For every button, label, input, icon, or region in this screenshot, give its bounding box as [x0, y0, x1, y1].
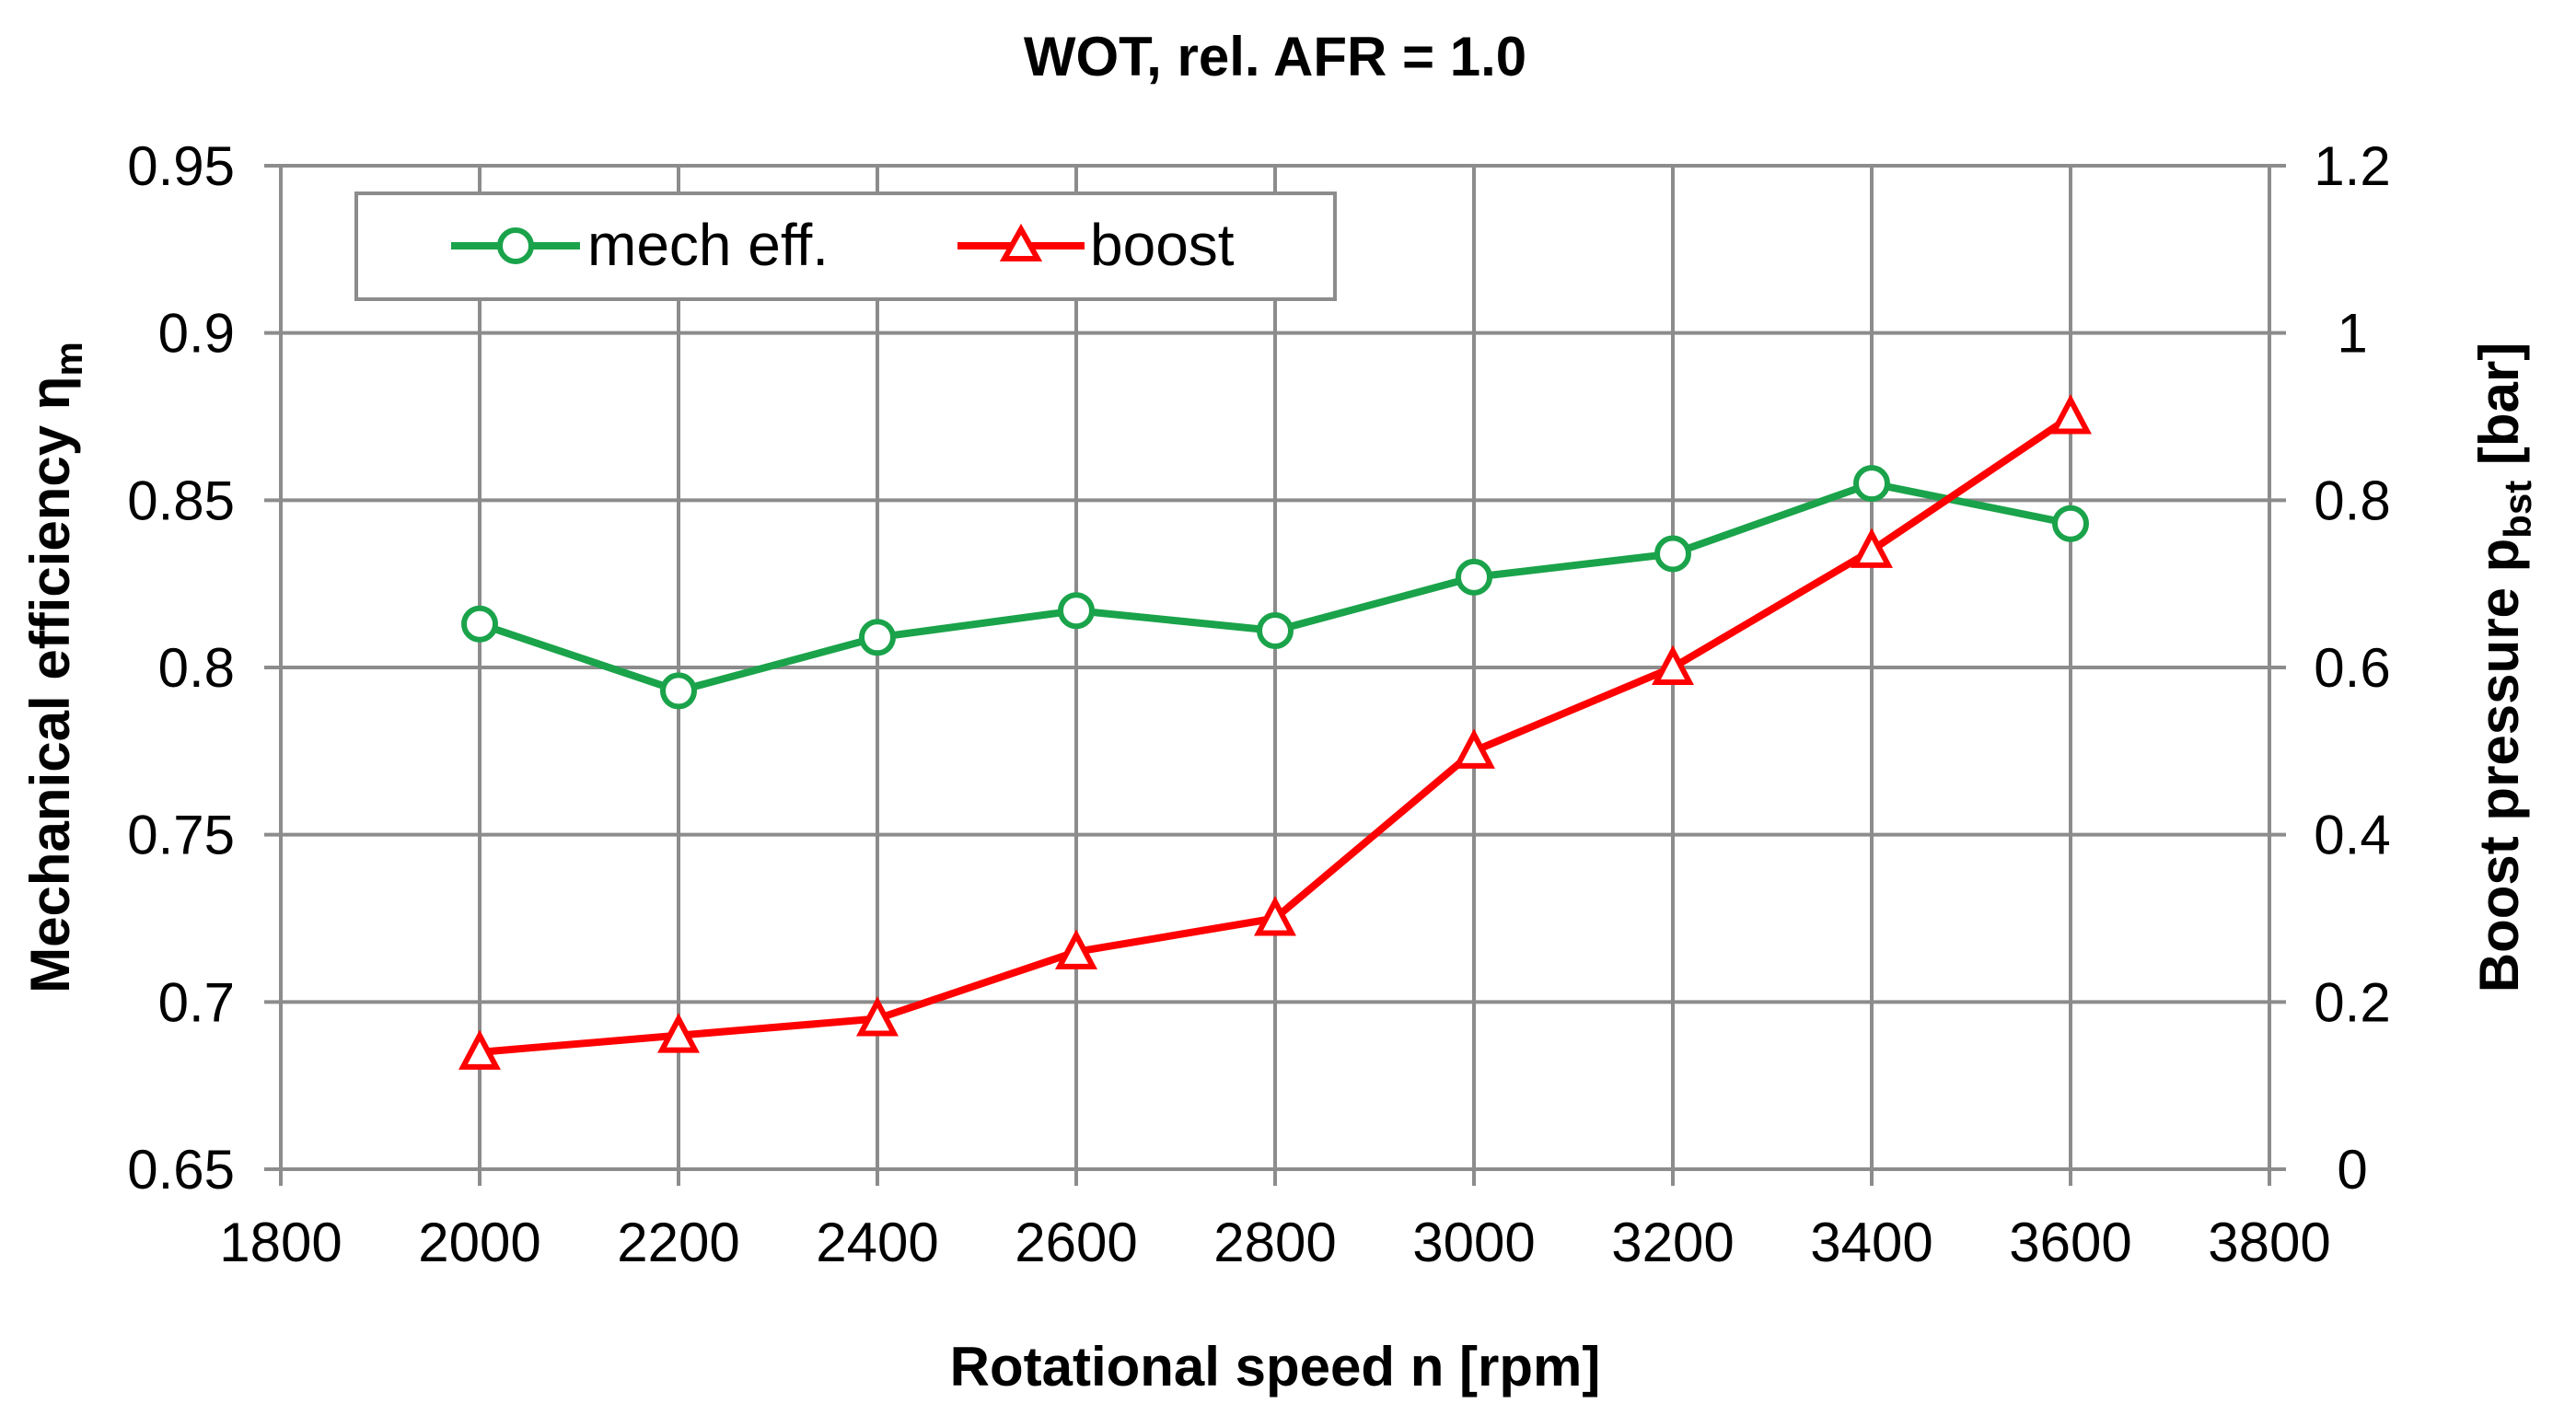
y-left-tick-label: 0.9: [158, 303, 235, 365]
y-left-axis-title-subscript: m: [47, 342, 90, 376]
x-tick-label: 2600: [1015, 1212, 1137, 1273]
data-point-mech-eff: [1257, 612, 1294, 650]
series-mech-eff: [461, 465, 2089, 710]
y-right-tick-label: 0: [2337, 1139, 2367, 1201]
series-boost: [458, 394, 2092, 1070]
chart-title: WOT, rel. AFR = 1.0: [1024, 26, 1526, 87]
x-tick-label: 2800: [1213, 1212, 1336, 1273]
x-tick-label: 1800: [219, 1212, 342, 1273]
y-left-axis-title: Mechanical efficiency ηm: [19, 342, 90, 993]
y-right-axis-title-subscript: bst: [2496, 481, 2539, 539]
x-tick-label: 2200: [617, 1212, 739, 1273]
data-point-boost: [1254, 896, 1296, 936]
x-tick-label: 3800: [2208, 1212, 2330, 1273]
y-right-tick-label: 1.2: [2314, 135, 2390, 197]
y-left-tick-label: 0.75: [127, 805, 235, 866]
x-axis-tick-labels: 1800 2000 2200 2400 2600 2800 3000 3200 3400 3600…: [219, 1212, 2330, 1273]
x-tick-label: 3400: [1810, 1212, 1932, 1273]
data-point-mech-eff: [1058, 592, 1095, 630]
data-point-mech-eff: [2052, 505, 2089, 542]
y-right-tick-label: 0.8: [2314, 470, 2390, 531]
legend: mech eff. boost: [354, 191, 1337, 301]
y-left-axis-title-main: Mechanical efficiency η: [19, 377, 81, 993]
data-point-mech-eff: [1654, 535, 1691, 573]
y-left-axis-tick-labels: 0.95 0.9 0.85 0.8 0.75 0.7 0.65: [127, 135, 235, 1201]
y-right-tick-label: 0.4: [2314, 805, 2390, 866]
data-point-boost: [657, 1013, 700, 1053]
legend-mech-eff-marker: [497, 227, 534, 264]
legend-boost-marker: [999, 223, 1043, 261]
data-point-mech-eff: [461, 605, 498, 643]
x-tick-label: 3200: [1611, 1212, 1734, 1273]
y-right-tick-label: 0.6: [2314, 637, 2390, 699]
data-point-mech-eff: [859, 619, 896, 656]
data-point-boost: [1453, 728, 1495, 769]
x-tick-label: 3000: [1412, 1212, 1535, 1273]
y-left-tick-label: 0.7: [158, 971, 235, 1033]
data-point-boost: [1652, 644, 1694, 685]
y-right-axis-title-main: Boost pressure p: [2468, 539, 2530, 992]
x-tick-label: 3600: [2009, 1212, 2131, 1273]
data-point-boost: [458, 1029, 501, 1070]
y-right-axis-title: Boost pressure pbst [bar]: [2468, 342, 2539, 992]
y-left-tick-label: 0.65: [127, 1139, 235, 1201]
y-left-tick-label: 0.8: [158, 637, 235, 699]
y-left-tick-label: 0.95: [127, 135, 235, 197]
x-tick-label: 2000: [418, 1212, 540, 1273]
y-right-axis-tick-labels: 1.2 1 0.8 0.6 0.4 0.2 0: [2314, 135, 2390, 1201]
legend-boost-label: boost: [1090, 212, 1235, 278]
data-point-mech-eff: [1456, 558, 1492, 596]
y-right-tick-label: 1: [2337, 303, 2367, 365]
y-left-tick-label: 0.85: [127, 470, 235, 531]
data-point-boost: [1055, 929, 1097, 969]
data-point-mech-eff: [660, 672, 697, 710]
y-right-tick-label: 0.2: [2314, 971, 2390, 1033]
series-layer: [458, 394, 2092, 1070]
data-point-mech-eff: [1853, 465, 1890, 503]
legend-mech-eff-label: mech eff.: [587, 212, 829, 278]
x-axis-title: Rotational speed n [rpm]: [950, 1336, 1601, 1398]
y-right-axis-title-suffix: [bar]: [2468, 342, 2530, 481]
data-point-boost: [856, 996, 899, 1037]
data-point-boost: [2049, 394, 2092, 435]
plot-area-border: [279, 164, 2271, 1171]
x-tick-label: 2400: [816, 1212, 938, 1273]
data-point-boost: [1851, 528, 1893, 568]
grid: [264, 164, 2286, 1186]
